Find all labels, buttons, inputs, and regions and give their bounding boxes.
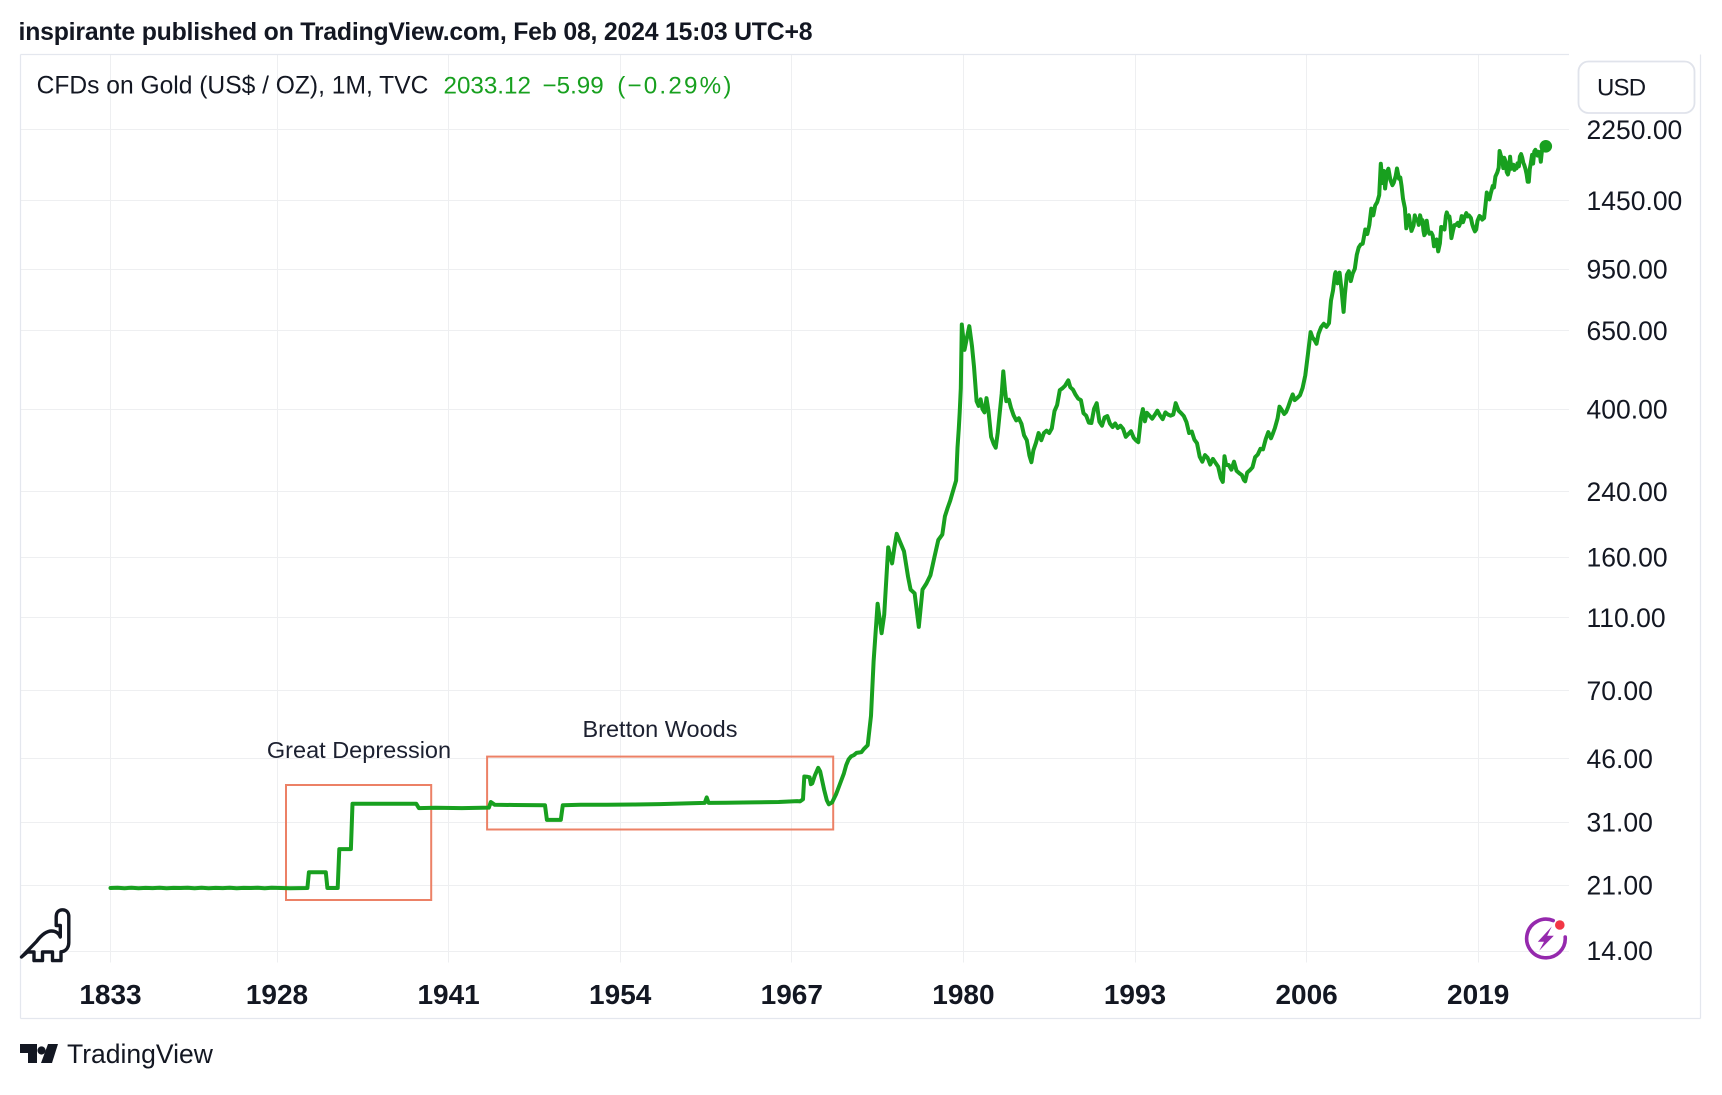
svg-text:1833: 1833 xyxy=(79,979,141,1010)
svg-text:1928: 1928 xyxy=(246,979,308,1010)
svg-text:160.00: 160.00 xyxy=(1587,542,1668,572)
svg-text:2019: 2019 xyxy=(1447,979,1509,1010)
svg-text:2033.12−5.99(−0.29%): 2033.12 −5.99 (−0.29%) xyxy=(444,72,734,99)
svg-text:1967: 1967 xyxy=(761,979,823,1010)
svg-text:110.00: 110.00 xyxy=(1587,603,1666,633)
svg-text:400.00: 400.00 xyxy=(1587,394,1668,424)
svg-text:46.00: 46.00 xyxy=(1587,744,1653,774)
svg-text:TradingView: TradingView xyxy=(67,1039,214,1069)
svg-text:Bretton Woods: Bretton Woods xyxy=(582,716,737,742)
svg-text:650.00: 650.00 xyxy=(1587,316,1668,346)
svg-text:950.00: 950.00 xyxy=(1587,255,1668,285)
svg-text:1450.00: 1450.00 xyxy=(1587,186,1683,216)
svg-text:1993: 1993 xyxy=(1104,979,1166,1010)
svg-text:inspirante published on Tradin: inspirante published on TradingView.com,… xyxy=(19,19,813,46)
svg-text:240.00: 240.00 xyxy=(1587,477,1668,507)
svg-text:Great Depression: Great Depression xyxy=(267,737,451,763)
svg-text:1980: 1980 xyxy=(932,979,994,1010)
svg-text:CFDs on Gold (US$ / OZ), 1M, T: CFDs on Gold (US$ / OZ), 1M, TVC xyxy=(37,72,429,99)
svg-text:1941: 1941 xyxy=(417,979,479,1010)
svg-text:2006: 2006 xyxy=(1275,979,1337,1010)
svg-text:1954: 1954 xyxy=(589,979,652,1010)
svg-text:2250.00: 2250.00 xyxy=(1587,115,1683,145)
svg-text:USD: USD xyxy=(1597,75,1646,102)
svg-text:31.00: 31.00 xyxy=(1587,808,1653,838)
svg-text:21.00: 21.00 xyxy=(1587,871,1653,901)
svg-text:70.00: 70.00 xyxy=(1587,676,1653,706)
svg-text:14.00: 14.00 xyxy=(1587,936,1653,966)
